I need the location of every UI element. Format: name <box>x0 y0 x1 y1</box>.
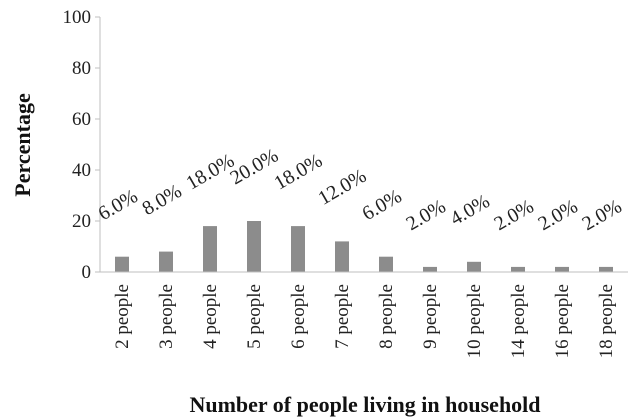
bars <box>115 221 613 272</box>
bar <box>159 251 173 272</box>
y-tick-label: 0 <box>82 262 92 283</box>
x-tick-label: 8 people <box>376 284 397 349</box>
x-tick-label: 9 people <box>420 284 441 349</box>
data-label: 2.0% <box>491 195 538 235</box>
y-tick-label: 80 <box>72 58 91 79</box>
x-tick-label: 10 people <box>464 284 485 358</box>
bar <box>247 221 261 272</box>
data-label: 2.0% <box>579 195 626 235</box>
bar <box>423 266 437 272</box>
y-tick-label: 20 <box>72 211 91 232</box>
x-tick-label: 6 people <box>288 284 309 349</box>
data-label: 2.0% <box>403 195 450 235</box>
x-tick-label: 7 people <box>332 284 353 349</box>
y-tick-label: 100 <box>63 7 92 28</box>
bar <box>291 226 305 272</box>
y-tick-label: 60 <box>72 109 91 130</box>
data-label: 6.0% <box>95 185 142 225</box>
data-labels: 6.0%8.0%18.0%20.0%18.0%12.0%6.0%2.0%4.0%… <box>95 144 626 235</box>
bar <box>511 266 525 272</box>
x-tick-label: 16 people <box>552 284 573 358</box>
x-axis-title: Number of people living in household <box>189 392 540 417</box>
x-tick-label: 3 people <box>156 284 177 349</box>
bar <box>555 266 569 272</box>
x-tick-label: 5 people <box>244 284 265 349</box>
x-tick-label: 2 people <box>112 284 133 349</box>
x-axis: 2 people 3 people 4 people 5 people 6 people… <box>100 271 628 358</box>
data-label: 2.0% <box>535 195 582 235</box>
data-label: 4.0% <box>447 190 494 230</box>
bar <box>335 241 349 272</box>
bar <box>599 266 613 272</box>
x-tick-label: 14 people <box>508 284 529 358</box>
bar <box>379 256 393 272</box>
bar <box>203 226 217 272</box>
y-axis-title: Percentage <box>10 93 35 197</box>
bar <box>115 256 129 272</box>
bar <box>467 261 481 272</box>
x-tick-label: 4 people <box>200 284 221 349</box>
y-axis: 0 20 40 60 80 100 <box>63 7 101 283</box>
x-tick-label: 18 people <box>596 284 617 358</box>
data-label: 6.0% <box>359 185 406 225</box>
data-label: 8.0% <box>139 180 186 220</box>
y-tick-label: 40 <box>72 160 91 181</box>
